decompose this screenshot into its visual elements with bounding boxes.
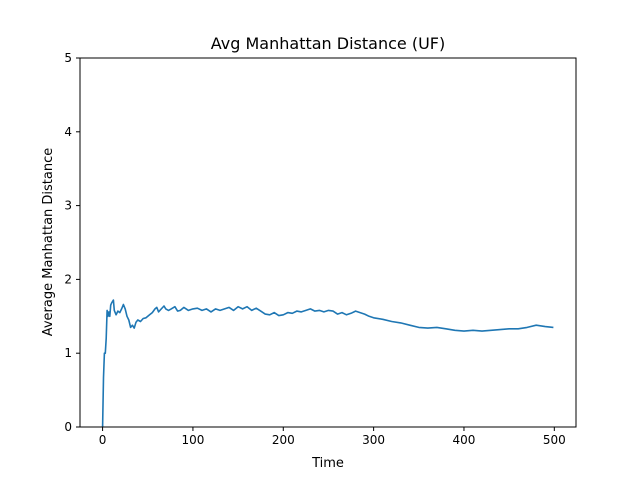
x-tick-label: 200 — [272, 433, 295, 447]
y-tick-label: 4 — [64, 125, 72, 139]
y-tick-label: 5 — [64, 51, 72, 65]
y-axis-label: Average Manhattan Distance — [41, 148, 56, 337]
x-tick-label: 500 — [543, 433, 566, 447]
y-tick-label: 1 — [64, 346, 72, 360]
y-tick-label: 3 — [64, 199, 72, 213]
x-tick-label: 100 — [181, 433, 204, 447]
x-axis-ticks: 0 100 200 300 400 500 — [99, 427, 566, 447]
x-tick-label: 400 — [453, 433, 476, 447]
x-tick-label: 0 — [99, 433, 107, 447]
y-tick-label: 2 — [64, 272, 72, 286]
y-tick-label: 0 — [64, 420, 72, 434]
chart-title: Avg Manhattan Distance (UF) — [211, 34, 445, 53]
y-axis-ticks: 0 1 2 3 4 5 — [64, 51, 80, 434]
x-tick-label: 300 — [362, 433, 385, 447]
plot-frame — [79, 57, 577, 428]
x-axis-label: Time — [311, 456, 344, 471]
series-line — [101, 299, 554, 428]
plot-area — [101, 299, 554, 428]
